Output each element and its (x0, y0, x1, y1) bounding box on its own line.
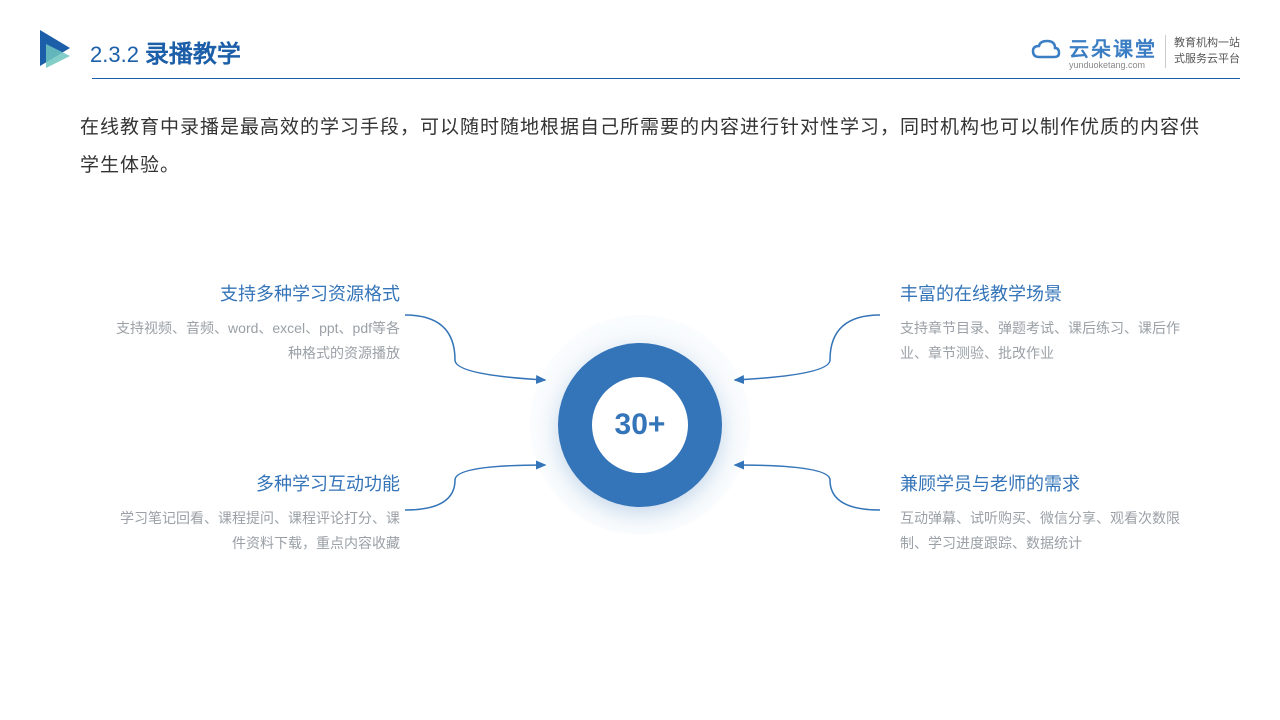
feature-title: 兼顾学员与老师的需求 (900, 470, 1190, 496)
feature-desc: 支持章节目录、弹题考试、课后练习、课后作业、章节测验、批改作业 (900, 316, 1190, 366)
cloud-icon (1031, 39, 1061, 63)
feature-title: 多种学习互动功能 (110, 470, 400, 496)
feature-desc: 支持视频、音频、word、excel、ppt、pdf等各种格式的资源播放 (110, 316, 400, 366)
logo-domain: yunduoketang.com (1069, 60, 1157, 70)
center-value: 30+ (615, 408, 666, 442)
feature-top-left: 支持多种学习资源格式 支持视频、音频、word、excel、ppt、pdf等各种… (110, 280, 400, 366)
logo-tag-2: 式服务云平台 (1174, 51, 1240, 68)
feature-desc: 互动弹幕、试听购买、微信分享、观看次数限制、学习进度跟踪、数据统计 (900, 506, 1190, 556)
intro-text: 在线教育中录播是最高效的学习手段，可以随时随地根据自己所需要的内容进行针对性学习… (0, 79, 1280, 185)
logo-brand: 云朵课堂 (1069, 33, 1157, 62)
section-title: 录播教学 (145, 34, 241, 69)
feature-diagram: 30+ 支持多种学习资源格式 支持视频、音频、word、excel、ppt、pd… (0, 215, 1280, 635)
feature-bottom-right: 兼顾学员与老师的需求 互动弹幕、试听购买、微信分享、观看次数限制、学习进度跟踪、… (900, 470, 1190, 556)
logo-tag-1: 教育机构一站 (1174, 35, 1240, 52)
feature-bottom-left: 多种学习互动功能 学习笔记回看、课程提问、课程评论打分、课件资料下载，重点内容收… (110, 470, 400, 556)
logo-block: 云朵课堂 yunduoketang.com 教育机构一站 式服务云平台 (1031, 33, 1240, 70)
ring-inner: 30+ (592, 377, 688, 473)
slide-header: 2.3.2 录播教学 云朵课堂 yunduoketang.com 教育机构一站 … (0, 0, 1280, 72)
title-row: 2.3.2 录播教学 (90, 34, 241, 69)
logo-tagline: 教育机构一站 式服务云平台 (1165, 35, 1240, 68)
center-circle: 30+ (530, 315, 750, 535)
ring-outer: 30+ (558, 343, 722, 507)
feature-top-right: 丰富的在线教学场景 支持章节目录、弹题考试、课后练习、课后作业、章节测验、批改作… (900, 280, 1190, 366)
section-number: 2.3.2 (90, 42, 139, 68)
play-icon (40, 30, 76, 72)
feature-title: 丰富的在线教学场景 (900, 280, 1190, 306)
feature-desc: 学习笔记回看、课程提问、课程评论打分、课件资料下载，重点内容收藏 (110, 506, 400, 556)
header-left: 2.3.2 录播教学 (40, 30, 241, 72)
logo-text-wrap: 云朵课堂 yunduoketang.com (1069, 33, 1157, 70)
feature-title: 支持多种学习资源格式 (110, 280, 400, 306)
